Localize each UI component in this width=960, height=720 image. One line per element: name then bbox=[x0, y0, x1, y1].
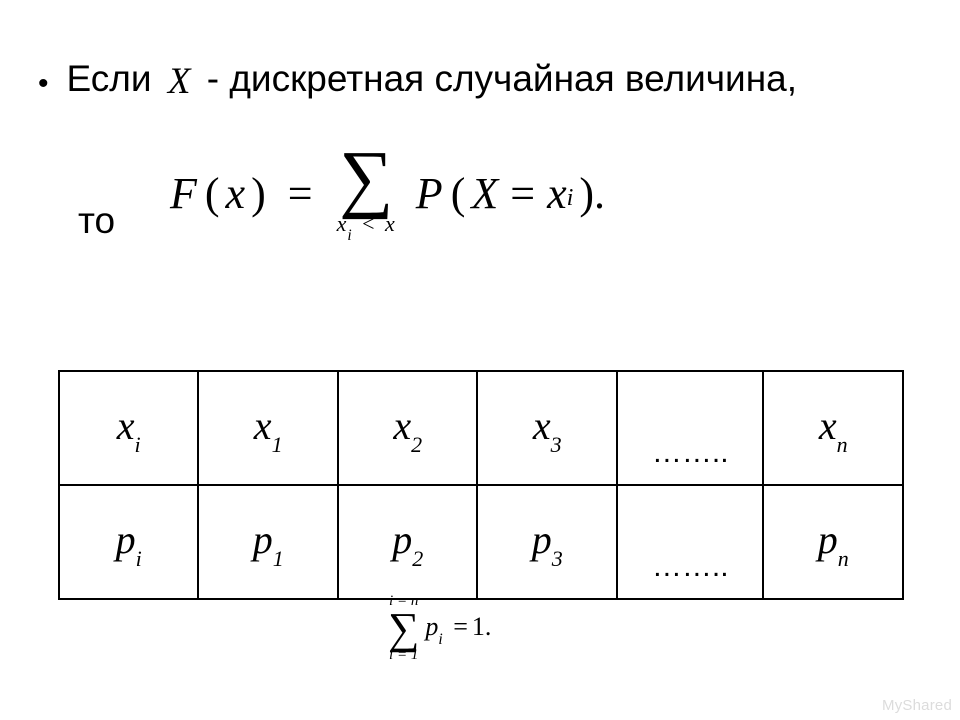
cell-x2: x2 bbox=[338, 371, 478, 485]
sum-eq: = bbox=[449, 612, 472, 641]
formula-lhs-x: x bbox=[226, 168, 246, 219]
formula-P-eq: = bbox=[498, 168, 547, 219]
watermark: MyShared bbox=[882, 697, 952, 714]
sum-lower: i = 1 bbox=[389, 648, 418, 663]
distribution-table: xi x1 x2 x3 …….. xn pi p1 p2 p3 …….. pn bbox=[58, 370, 904, 600]
formula-sum-prob: i = n ∑ i = 1 pi =1. bbox=[388, 594, 491, 663]
cell-p3: p3 bbox=[477, 485, 617, 599]
formula-P-xi-x: x bbox=[547, 168, 567, 219]
sum-body: pi =1. bbox=[425, 612, 491, 646]
then-text: то bbox=[78, 200, 115, 242]
formula-P-xi-i: i bbox=[567, 184, 574, 212]
formula-P-X: X bbox=[471, 168, 498, 219]
formula-P-lparen: ( bbox=[443, 168, 472, 219]
formula-cdf: F ( x ) = ∑ xi < x P ( X = xi ). bbox=[170, 148, 605, 240]
cell-ellipsis-2: …….. bbox=[617, 485, 763, 599]
table-row: xi x1 x2 x3 …….. xn bbox=[59, 371, 903, 485]
sum-p: p bbox=[425, 612, 438, 641]
inline-var-X: X bbox=[162, 60, 197, 103]
formula-lhs-F: F bbox=[170, 168, 197, 219]
sigma-sub-xi-i: i bbox=[347, 227, 352, 244]
bullet-line-1: • Если X - дискретная случайная величина… bbox=[38, 58, 797, 101]
sum-sigma-block: i = n ∑ i = 1 bbox=[388, 594, 419, 663]
formula-lparen: ( bbox=[197, 168, 226, 219]
cell-pi: pi bbox=[59, 485, 198, 599]
cell-xi: xi bbox=[59, 371, 198, 485]
sigma-sub-lt: < bbox=[359, 211, 378, 236]
formula-eq: = bbox=[274, 168, 327, 219]
slide: • Если X - дискретная случайная величина… bbox=[0, 0, 960, 720]
cell-p1: p1 bbox=[198, 485, 338, 599]
cell-pn: pn bbox=[763, 485, 903, 599]
cell-ellipsis-1: …….. bbox=[617, 371, 763, 485]
cell-p2: p2 bbox=[338, 485, 478, 599]
formula-rparen: ) bbox=[245, 168, 274, 219]
table-row: pi p1 p2 p3 …….. pn bbox=[59, 485, 903, 599]
cell-x3: x3 bbox=[477, 371, 617, 485]
sum-rhs: 1. bbox=[472, 612, 492, 641]
sum-p-sub: i bbox=[438, 631, 442, 648]
sigma-sub: xi < x bbox=[337, 213, 396, 240]
sigma-icon: ∑ bbox=[339, 148, 393, 209]
cell-xn: xn bbox=[763, 371, 903, 485]
line1-before: Если bbox=[67, 58, 152, 99]
formula-P-rparen: ). bbox=[573, 168, 605, 219]
sigma-sub-xi-x: x bbox=[337, 211, 348, 236]
line1-after: - дискретная случайная величина, bbox=[207, 58, 797, 99]
line1-text: Если X - дискретная случайная величина, bbox=[67, 58, 797, 101]
sigma-block: ∑ xi < x bbox=[337, 148, 396, 240]
bullet-dot-icon: • bbox=[38, 69, 49, 99]
formula-P: P bbox=[406, 168, 443, 219]
sum-sigma-icon: ∑ bbox=[388, 611, 419, 646]
sigma-sub-x: x bbox=[385, 211, 396, 236]
cell-x1: x1 bbox=[198, 371, 338, 485]
